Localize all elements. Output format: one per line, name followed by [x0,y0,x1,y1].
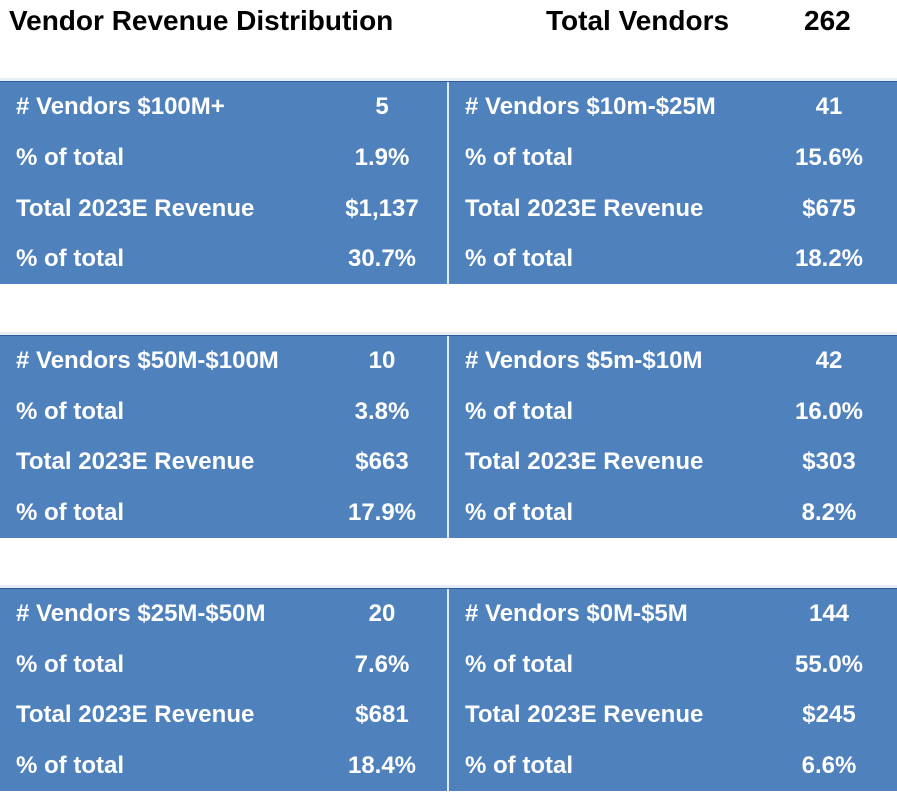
revenue-value: $1,137 [345,195,419,222]
vendors-pct-value: 55.0% [794,651,864,678]
vendors-pct-value: 7.6% [354,651,410,678]
vendors-pct-row: % of total 3.8% [0,387,447,437]
total-vendors-value: 262 [804,5,851,36]
page-title: Vendor Revenue Distribution [9,5,394,36]
revenue-pct-value: 6.6% [801,752,857,779]
vendors-count-row: # Vendors $25M-$50M 20 [0,589,447,639]
revenue-row: Total 2023E Revenue $1,137 [0,184,447,234]
tier-panel-50m-100m: # Vendors $50M-$100M 10 % of total 3.8% … [0,336,447,539]
band-top-edge [0,78,897,81]
revenue-row: Total 2023E Revenue $663 [0,437,447,487]
vendors-count-value: 144 [808,600,850,627]
vendors-count-value: 20 [368,600,396,627]
vendors-pct-label: % of total [16,651,124,678]
vendors-count-row: # Vendors $50M-$100M 10 [0,336,447,386]
revenue-band-1: # Vendors $100M+ 5 % of total 1.9% Total… [0,81,897,284]
revenue-pct-label: % of total [465,245,573,272]
vendors-pct-row: % of total 55.0% [449,640,897,690]
revenue-pct-value: 18.4% [347,752,417,779]
revenue-band-3: # Vendors $25M-$50M 20 % of total 7.6% T… [0,588,897,791]
vendors-pct-label: % of total [16,398,124,425]
tier-panel-0m-5m: # Vendors $0M-$5M 144 % of total 55.0% T… [449,589,897,792]
revenue-row: Total 2023E Revenue $681 [0,690,447,740]
revenue-label: Total 2023E Revenue [465,195,704,222]
vendors-count-value: 5 [375,93,389,120]
vendors-pct-row: % of total 16.0% [449,387,897,437]
revenue-band-2: # Vendors $50M-$100M 10 % of total 3.8% … [0,335,897,538]
revenue-value: $663 [355,448,409,475]
revenue-pct-value: 17.9% [347,499,417,526]
band-divider [447,336,449,538]
band-top-edge [0,585,897,588]
vendors-count-label: # Vendors $10m-$25M [465,93,716,120]
tier-panel-5m-10m: # Vendors $5m-$10M 42 % of total 16.0% T… [449,336,897,539]
vendors-count-label: # Vendors $5m-$10M [465,347,703,374]
vendors-count-row: # Vendors $0M-$5M 144 [449,589,897,639]
revenue-pct-row: % of total 8.2% [449,488,897,538]
vendors-count-label: # Vendors $0M-$5M [465,600,688,627]
revenue-pct-row: % of total 6.6% [449,741,897,791]
revenue-pct-row: % of total 17.9% [0,488,447,538]
revenue-row: Total 2023E Revenue $303 [449,437,897,487]
revenue-label: Total 2023E Revenue [16,448,255,475]
revenue-pct-value: 18.2% [794,245,864,272]
vendors-count-row: # Vendors $10m-$25M 41 [449,82,897,132]
band-top-edge [0,332,897,335]
revenue-pct-row: % of total 18.4% [0,741,447,791]
revenue-value: $245 [802,701,856,728]
vendors-count-row: # Vendors $5m-$10M 42 [449,336,897,386]
vendors-pct-label: % of total [465,651,573,678]
vendors-pct-value: 1.9% [354,144,410,171]
revenue-pct-value: 8.2% [801,499,857,526]
tier-panel-10m-25m: # Vendors $10m-$25M 41 % of total 15.6% … [449,82,897,285]
band-divider [447,82,449,284]
revenue-pct-label: % of total [16,752,124,779]
vendors-count-label: # Vendors $50M-$100M [16,347,279,374]
band-divider [447,589,449,791]
vendors-pct-value: 16.0% [794,398,864,425]
vendors-pct-row: % of total 7.6% [0,640,447,690]
vendors-pct-row: % of total 15.6% [449,133,897,183]
vendors-count-value: 10 [368,347,396,374]
vendors-count-label: # Vendors $25M-$50M [16,600,266,627]
revenue-label: Total 2023E Revenue [16,195,255,222]
vendors-count-value: 41 [815,93,843,120]
revenue-value: $681 [355,701,409,728]
total-vendors-label: Total Vendors [546,5,730,36]
revenue-pct-label: % of total [16,499,124,526]
revenue-pct-value: 30.7% [347,245,417,272]
vendors-count-row: # Vendors $100M+ 5 [0,82,447,132]
revenue-row: Total 2023E Revenue $245 [449,690,897,740]
vendors-pct-value: 3.8% [354,398,410,425]
tier-panel-25m-50m: # Vendors $25M-$50M 20 % of total 7.6% T… [0,589,447,792]
vendors-pct-value: 15.6% [794,144,864,171]
vendors-pct-label: % of total [465,144,573,171]
revenue-value: $303 [802,448,856,475]
vendors-pct-label: % of total [465,398,573,425]
tier-panel-100m-plus: # Vendors $100M+ 5 % of total 1.9% Total… [0,82,447,285]
revenue-label: Total 2023E Revenue [465,448,704,475]
revenue-label: Total 2023E Revenue [16,701,255,728]
vendors-pct-row: % of total 1.9% [0,133,447,183]
revenue-label: Total 2023E Revenue [465,701,704,728]
vendors-pct-label: % of total [16,144,124,171]
vendors-count-value: 42 [815,347,843,374]
revenue-pct-label: % of total [465,752,573,779]
revenue-pct-label: % of total [465,499,573,526]
revenue-pct-row: % of total 30.7% [0,234,447,284]
revenue-pct-row: % of total 18.2% [449,234,897,284]
revenue-pct-label: % of total [16,245,124,272]
revenue-row: Total 2023E Revenue $675 [449,184,897,234]
revenue-value: $675 [802,195,856,222]
vendors-count-label: # Vendors $100M+ [16,93,225,120]
